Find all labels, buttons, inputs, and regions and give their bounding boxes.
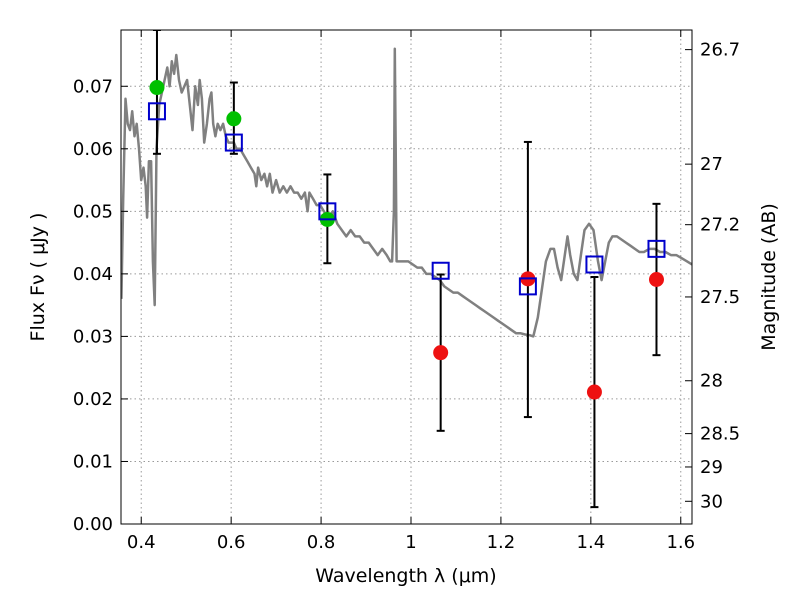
- data-markers: [149, 80, 664, 400]
- right-tick-label: 26.7: [700, 40, 740, 61]
- right-tick-label: 30: [700, 491, 723, 512]
- right-tick-label: 27.5: [700, 287, 740, 308]
- y-tick-label: 0.06: [73, 139, 113, 160]
- x-tick-label: 0.6: [217, 532, 246, 553]
- grid: [121, 30, 692, 525]
- model-spectrum-line: [121, 47, 692, 338]
- y-axis-right-label: Magnitude (AB): [758, 203, 780, 351]
- plot-area: [121, 30, 692, 509]
- y-tick-label: 0.03: [73, 326, 113, 347]
- x-tick-label: 1.6: [666, 532, 695, 553]
- red-data-point: [648, 272, 664, 288]
- model-photometry-square: [318, 202, 337, 221]
- x-tick-label: 0.4: [127, 532, 156, 553]
- y-tick-label: 0.07: [73, 76, 113, 97]
- model-photometry-square: [647, 239, 666, 258]
- right-tick-label: 28: [700, 371, 723, 392]
- green-data-point: [149, 80, 165, 96]
- plot-frame: [120, 29, 693, 525]
- model-photometry-square: [518, 277, 537, 296]
- x-tick-label: 0.8: [307, 532, 336, 553]
- red-data-point: [433, 345, 449, 361]
- model-photometry-square: [585, 255, 604, 274]
- model-photometry-square: [431, 261, 450, 280]
- y-tick-label: 0.00: [73, 514, 113, 535]
- axis-ticks: 0.4 0.6 0.8 1 1.2 1.4 1.6 0.00 0.01 0.02 0.03 0.04 0…: [73, 30, 740, 553]
- y-tick-label: 0.02: [73, 389, 113, 410]
- right-tick-label: 27: [700, 154, 723, 175]
- right-tick-label: 29: [700, 457, 723, 478]
- x-axis-label: Wavelength λ (μm): [315, 565, 496, 587]
- y-axis-label: Flux Fν ( μJy ): [27, 213, 49, 342]
- x-tick-label: 1.2: [487, 532, 516, 553]
- error-bars: [152, 30, 661, 509]
- y-tick-label: 0.04: [73, 264, 113, 285]
- model-photometry-markers: [147, 102, 666, 296]
- green-data-point: [226, 111, 242, 127]
- y-tick-label: 0.05: [73, 201, 113, 222]
- model-photometry-square: [224, 133, 243, 152]
- model-photometry-square: [147, 102, 166, 121]
- right-tick-label: 27.2: [700, 215, 740, 236]
- y-tick-label: 0.01: [73, 451, 113, 472]
- red-data-point: [586, 384, 602, 400]
- x-tick-label: 1: [405, 532, 416, 553]
- x-tick-label: 1.4: [577, 532, 606, 553]
- right-tick-label: 28.5: [700, 424, 740, 445]
